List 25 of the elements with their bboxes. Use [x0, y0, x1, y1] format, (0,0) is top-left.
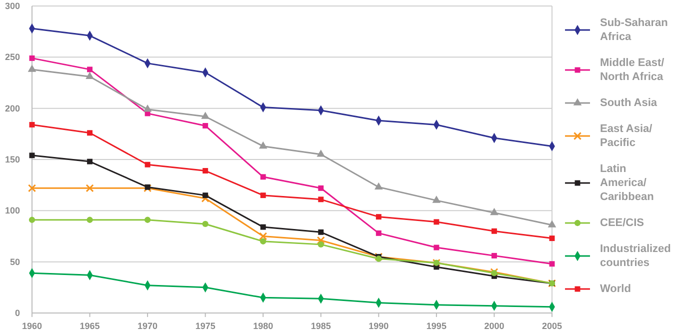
x-tick-label: 1995 [426, 321, 446, 331]
y-tick-label: 300 [4, 1, 20, 11]
legend-label: Sub-Saharan Africa [600, 17, 668, 43]
x-tick-label: 2000 [484, 321, 504, 331]
y-tick-label: 200 [4, 103, 20, 114]
x-tick-label: 2005 [542, 321, 562, 331]
x-tick-label: 1965 [80, 321, 100, 331]
y-tick-label: 100 [4, 206, 20, 216]
x-tick-label: 1985 [310, 321, 331, 331]
legend-label: Middle East/ North Africa [600, 57, 664, 83]
legend-label: Industrialized countries [600, 243, 671, 269]
y-tick-label: 250 [4, 52, 20, 62]
legend-label: CEE/CIS [600, 217, 644, 229]
x-tick-label: 1970 [138, 321, 158, 331]
x-tick-label: 1975 [195, 321, 216, 331]
legend-label: East Asia/ Pacific [600, 123, 652, 149]
y-tick-label: 50 [10, 256, 20, 267]
y-tick-label: 0 [14, 308, 20, 318]
x-tick-label: 1980 [253, 321, 274, 331]
legend-label: South Asia [600, 97, 658, 109]
y-tick-label: 150 [4, 154, 20, 164]
legend-label: Latin America/ Caribbean [600, 163, 654, 203]
x-tick-label: 1990 [368, 321, 389, 331]
x-tick-label: 1960 [22, 321, 42, 331]
legend-label: World [600, 283, 631, 295]
